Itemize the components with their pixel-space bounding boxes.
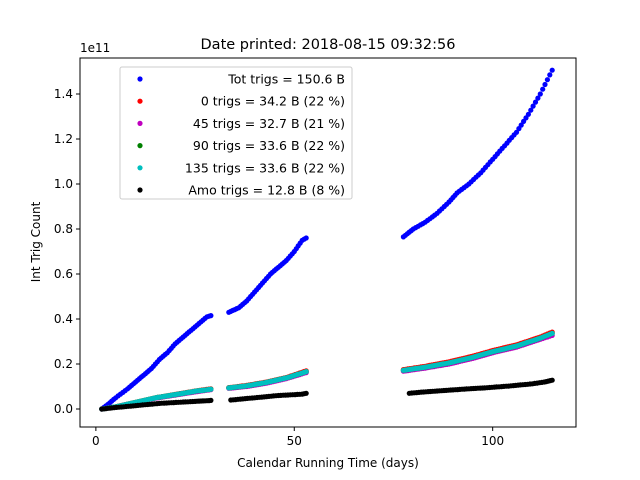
legend-label: 0 trigs = 34.2 B (22 %) [201, 94, 345, 109]
x-tick-label: 50 [287, 434, 302, 448]
legend-label: 45 trigs = 32.7 B (21 %) [193, 116, 345, 131]
x-axis-label: Calendar Running Time (days) [237, 456, 419, 470]
data-point [518, 122, 524, 128]
data-point [542, 81, 548, 88]
data-point [549, 330, 555, 336]
data-point [549, 67, 555, 73]
data-point [208, 386, 214, 392]
data-point [547, 72, 553, 78]
series-5 [99, 377, 555, 412]
data-point [537, 91, 543, 97]
series-4 [99, 330, 555, 412]
y-tick-label: 1.2 [54, 132, 73, 146]
y-tick-label: 0.4 [54, 312, 73, 326]
data-points [99, 67, 555, 412]
legend: Tot trigs = 150.6 B 0 trigs = 34.2 B (22 … [119, 66, 353, 200]
legend-label: Tot trigs = 150.6 B [227, 72, 345, 87]
legend-marker [137, 165, 143, 171]
series-0 [99, 67, 555, 412]
y-tick-label: 0.8 [54, 222, 73, 236]
chart-title: Date printed: 2018-08-15 09:32:56 [201, 37, 456, 53]
legend-label: Amo trigs = 12.8 B (8 %) [188, 183, 345, 198]
legend-marker [137, 187, 143, 193]
series-2 [99, 332, 555, 412]
data-point [532, 99, 539, 105]
data-point [525, 111, 532, 117]
plot-frame [79, 57, 577, 428]
data-point [530, 103, 536, 109]
legend-label: 90 trigs = 33.6 B (22 %) [193, 138, 345, 153]
data-point [303, 390, 309, 396]
y-tick-label: 1.0 [54, 177, 73, 191]
legend-label: 135 trigs = 33.6 B (22 %) [185, 160, 345, 175]
y-tick-label: 0.0 [54, 402, 73, 416]
data-point [303, 235, 309, 241]
y-tick-label: 0.6 [54, 267, 73, 281]
legend-marker [137, 143, 143, 149]
y-offset-label: 1e11 [80, 41, 110, 55]
series-1 [99, 329, 555, 412]
y-tick-label: 1.4 [54, 87, 73, 101]
y-tick-label: 0.2 [54, 357, 73, 371]
data-point [303, 369, 309, 375]
data-point [208, 313, 214, 319]
x-tick-label: 100 [481, 434, 504, 448]
legend-marker [137, 120, 143, 126]
data-point [513, 129, 520, 135]
data-point [549, 377, 555, 383]
x-tick-label: 0 [92, 434, 100, 448]
y-axis-label: Int Trig Count [29, 201, 43, 282]
data-point [540, 86, 546, 92]
legend-marker [137, 98, 143, 104]
data-point [528, 107, 534, 113]
axis-ticks: 0 50 100 0.0 0.2 0.4 0.6 0.8 1.0 1.2 1.4 [54, 87, 504, 448]
data-point [208, 397, 214, 403]
data-point [535, 95, 541, 101]
data-point [544, 77, 551, 83]
series-3 [99, 330, 555, 412]
legend-box [119, 66, 353, 200]
legend-marker [137, 76, 143, 82]
